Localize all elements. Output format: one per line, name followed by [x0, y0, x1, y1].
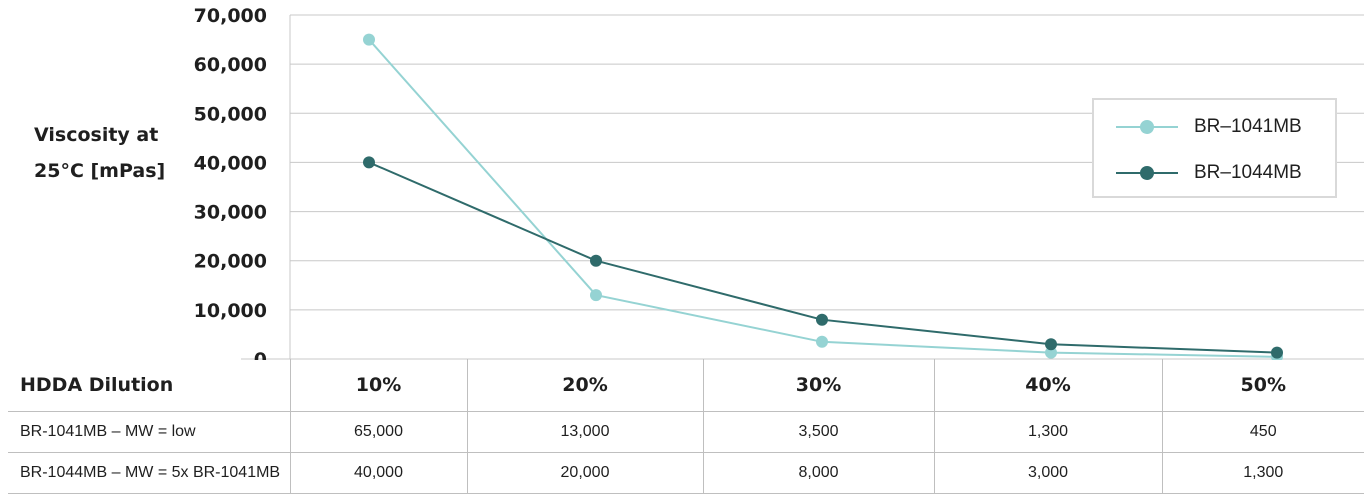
- table-header-cell: 40%: [933, 359, 1162, 412]
- y-tick-label: 30,000: [194, 202, 267, 224]
- legend-item-br-1044mb: BR–1044MB: [1116, 158, 1302, 188]
- data-point: [1271, 346, 1283, 359]
- table-cell: 40,000: [289, 452, 467, 494]
- table-cell: 8,000: [702, 452, 934, 494]
- legend: BR–1041MB BR–1044MB: [1092, 98, 1337, 198]
- data-point: [1045, 346, 1057, 359]
- data-point: [1045, 338, 1057, 351]
- data-table: HDDA Dilution 10% 20% 30% 40% 50% BR-104…: [8, 359, 1364, 494]
- table-cell: 20,000: [466, 452, 703, 494]
- table-cell: 1,300: [933, 411, 1162, 453]
- grid-lines: [241, 14, 1364, 360]
- y-tick-label: 10,000: [194, 300, 267, 322]
- table-header-cell: HDDA Dilution: [8, 359, 290, 412]
- table-row: BR-1041MB – MW = low 65,000 13,000 3,500…: [8, 411, 1364, 453]
- table-header-cell: 50%: [1161, 359, 1364, 412]
- data-point: [816, 313, 828, 326]
- y-tick-label: 0: [254, 349, 267, 360]
- legend-swatch-br-1041mb: [1116, 115, 1178, 139]
- table-row: BR-1044MB – MW = 5x BR-1041MB 40,000 20,…: [8, 452, 1364, 494]
- series-layer: [363, 33, 1283, 360]
- y-tick-label: 70,000: [194, 5, 267, 27]
- legend-label: BR–1044MB: [1194, 162, 1302, 183]
- y-axis-label-line-2: 25°C [mPas]: [34, 160, 165, 182]
- table-cell: 1,300: [1161, 452, 1364, 494]
- y-tick-label: 60,000: [194, 54, 267, 76]
- table-cell: 13,000: [466, 411, 703, 453]
- data-point: [590, 289, 602, 302]
- table-cell: 450: [1161, 411, 1364, 453]
- table-cell: BR-1044MB – MW = 5x BR-1041MB: [8, 452, 290, 494]
- y-tick-label: 50,000: [194, 103, 267, 125]
- table-cell: 65,000: [289, 411, 467, 453]
- y-tick-label: 40,000: [194, 152, 267, 174]
- legend-swatch-br-1044mb: [1116, 161, 1178, 185]
- y-axis-label-line-1: Viscosity at: [34, 124, 158, 146]
- data-point: [816, 335, 828, 348]
- table-cell: BR-1041MB – MW = low: [8, 411, 290, 453]
- table-header-cell: 20%: [466, 359, 703, 412]
- table-cell: 3,000: [933, 452, 1162, 494]
- series-line-1: [368, 38, 1278, 358]
- data-point: [590, 254, 602, 267]
- table-header-cell: 30%: [702, 359, 934, 412]
- table-header-cell: 10%: [289, 359, 467, 412]
- legend-label: BR–1041MB: [1194, 116, 1302, 137]
- data-point: [363, 156, 375, 169]
- legend-item-br-1041mb: BR–1041MB: [1116, 112, 1302, 142]
- y-tick-label: 20,000: [194, 251, 267, 273]
- y-tick-labels: 0 10,000 20,000 30,000 40,000 50,000 60,000 70,…: [194, 5, 267, 360]
- table-header-row: HDDA Dilution 10% 20% 30% 40% 50%: [8, 359, 1364, 412]
- data-point: [363, 33, 375, 46]
- viscosity-chart: 0 10,000 20,000 30,000 40,000 50,000 60,000 70,…: [34, 5, 1364, 360]
- table-cell: 3,500: [702, 411, 934, 453]
